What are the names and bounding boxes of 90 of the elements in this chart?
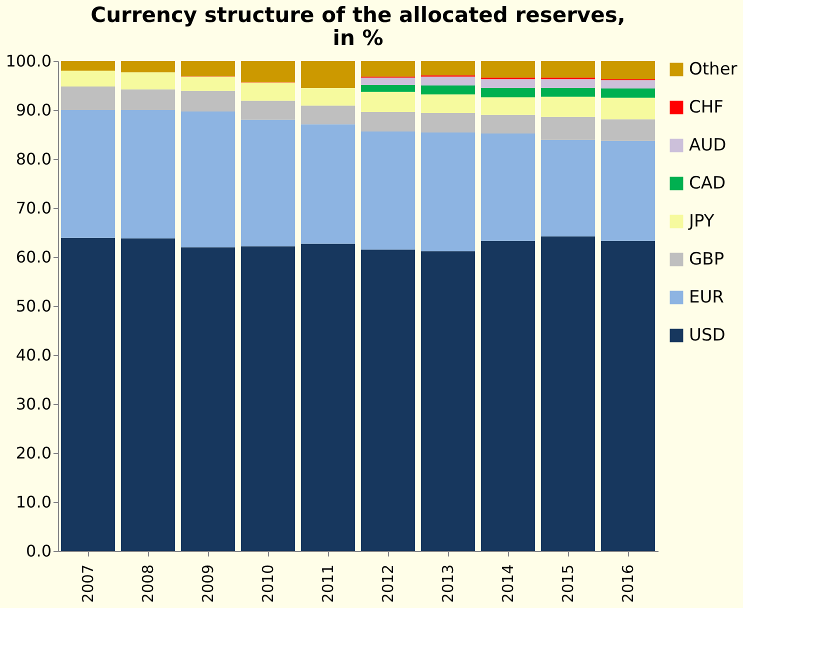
bar [361,132,415,250]
bar [481,97,535,115]
bar [301,61,355,88]
bar [601,240,655,551]
y-tick-label: 60.0 [16,248,52,266]
x-tick-label: 2008 [139,564,157,603]
legend-label: EUR [689,288,724,308]
x-tick-label: 2011 [319,564,337,603]
bar [61,86,115,110]
bar [541,96,595,117]
bar [421,86,475,94]
y-tick-label: 30.0 [16,394,52,414]
bar [421,76,475,86]
legend-label: Other [689,60,738,80]
bar [361,92,415,112]
bar [241,120,295,246]
legend-label: USD [689,326,726,346]
y-tick-label: 50.0 [16,296,52,316]
x-tick-label: 2010 [259,564,277,603]
bar [121,89,175,110]
bar [541,236,595,551]
bar [421,94,475,113]
bar [361,85,415,92]
bar [601,98,655,120]
x-tick-label: 2014 [499,564,517,603]
bar [541,79,595,88]
y-tick-label: 40.0 [16,346,52,364]
y-tick-label: 0.0 [26,542,52,560]
y-tick-label: 80.0 [16,150,52,168]
legend-label: JPY [688,212,715,232]
bar [181,90,235,112]
y-tick-label: 20.0 [16,444,52,462]
bar [61,61,115,71]
bar [241,61,295,82]
bar [601,140,655,241]
y-tick-label: 10.0 [16,492,52,512]
bar [241,246,295,551]
bar [181,76,235,91]
bar [181,247,235,551]
y-tick-label: 100.0 [6,52,52,70]
bar [601,119,655,141]
bar [361,112,415,132]
bar [301,124,355,244]
bar [541,140,595,236]
bar [181,111,235,248]
bar [121,72,175,90]
legend-label: GBP [689,250,724,270]
bar [301,106,355,124]
legend-label: CAD [689,174,726,194]
legend-label: CHF [689,98,724,118]
y-tick-label: 70.0 [16,198,52,218]
bar [421,112,475,133]
bar [361,61,415,77]
bar [601,61,655,80]
bar [121,110,175,238]
x-tick-label: 2012 [379,564,397,603]
bar [541,61,595,78]
bar [421,251,475,551]
bar [481,240,535,551]
legend-label: AUD [689,136,726,156]
bar [541,88,595,97]
bar [601,88,655,98]
bar [481,79,535,88]
bar [361,250,415,551]
bar [181,61,235,76]
x-tick-label: 2009 [199,564,217,603]
bar [601,80,655,88]
x-tick-label: 2015 [559,564,577,603]
x-tick-label: 2016 [619,564,637,603]
x-tick-label: 2007 [79,564,97,603]
bar [481,61,535,78]
bar [481,134,535,241]
bar [61,238,115,551]
bar [241,100,295,120]
bar [361,78,415,86]
bar [121,238,175,551]
chart-title: Currency structure of the allocated reserves, in % [90,3,626,50]
x-tick-label: 2013 [439,564,457,603]
bar [301,244,355,551]
bar [61,110,115,238]
bar [481,114,535,134]
bar [421,132,475,252]
bar [61,70,115,86]
bar [421,61,475,76]
bar [121,61,175,72]
bar [541,116,595,140]
bar [301,88,355,106]
bar [241,82,295,101]
bar [481,88,535,98]
y-tick-label: 90.0 [16,100,52,120]
